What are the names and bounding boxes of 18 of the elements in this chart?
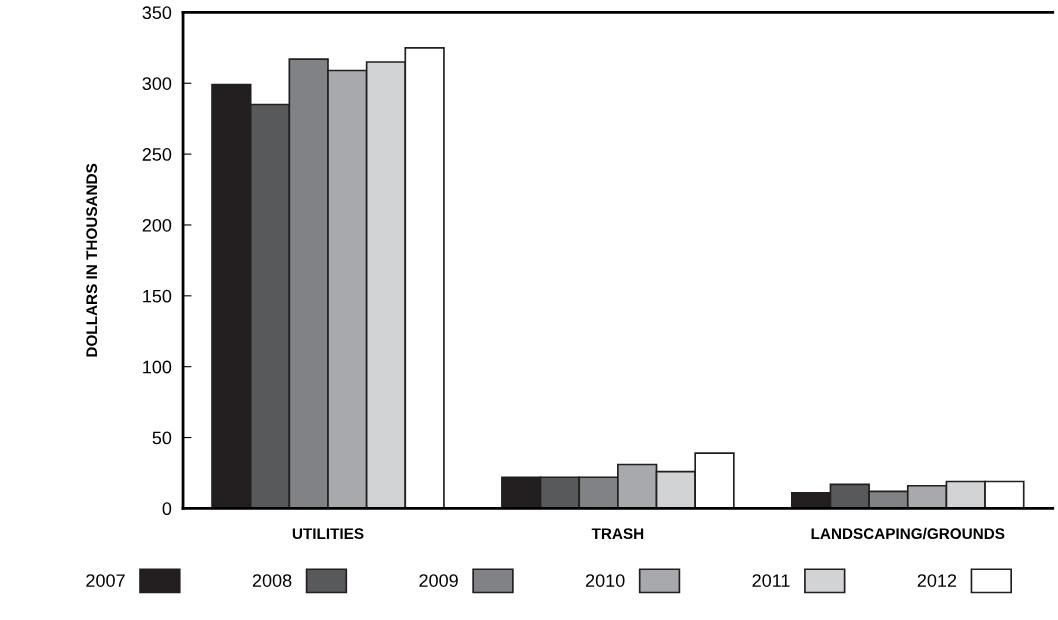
- y-tick-label: 50: [152, 431, 172, 445]
- y-tick-label: 250: [142, 148, 172, 161]
- legend-label: 2011: [752, 574, 790, 587]
- x-tick-label: UTILITIES: [292, 528, 364, 540]
- legend-label: 2008: [252, 574, 292, 587]
- y-tick-label: 300: [142, 77, 172, 90]
- legend-label: 2007: [86, 574, 125, 587]
- y-tick-label: 350: [142, 6, 172, 20]
- y-tick-label: 100: [143, 360, 172, 374]
- legend-label: 2010: [585, 574, 625, 587]
- x-tick-label: LANDSCAPING/GROUNDS: [811, 527, 1005, 540]
- y-tick-label: 150: [143, 289, 172, 303]
- x-tick-label: TRASH: [591, 528, 644, 540]
- legend-label: 2012: [917, 574, 957, 587]
- legend-label: 2009: [419, 574, 458, 587]
- y-tick-label: 0: [162, 502, 172, 516]
- y-tick-label: 200: [142, 218, 172, 232]
- y-axis-title: DOLLARS IN THOUSANDS: [86, 163, 98, 357]
